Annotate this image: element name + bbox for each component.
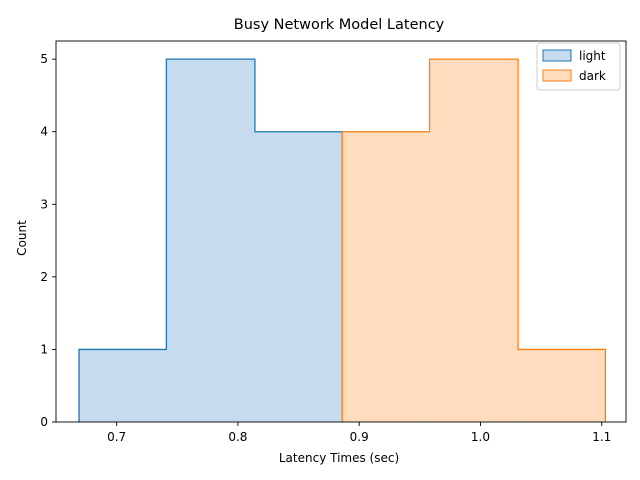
x-tick-label: 0.7 <box>107 430 126 444</box>
axes-layer: 0.7 0.8 0.9 1.0 1.1 0 1 2 3 4 5 <box>40 40 627 444</box>
legend-swatch-light <box>542 49 572 62</box>
y-tick-label: 1 <box>40 342 48 356</box>
bar-light-0 <box>79 349 167 422</box>
x-tick-label: 0.8 <box>228 430 247 444</box>
bar-dark-2 <box>518 349 606 422</box>
y-tick-label: 3 <box>40 197 48 211</box>
x-axis-label: Latency Times (sec) <box>279 451 399 465</box>
legend-label-light: light <box>579 49 606 63</box>
x-tick-label: 0.9 <box>350 430 369 444</box>
y-tick-label: 4 <box>40 125 48 139</box>
y-axis-label: Count <box>15 220 29 256</box>
x-tick-label: 1.1 <box>592 430 611 444</box>
legend: light dark <box>536 42 621 91</box>
series-light <box>78 58 343 423</box>
bar-dark-1 <box>429 59 519 423</box>
series-layer <box>78 58 607 423</box>
legend-label-dark: dark <box>579 69 606 83</box>
y-tick-label: 5 <box>40 52 48 66</box>
legend-swatch-dark <box>542 69 572 82</box>
plot-frame <box>55 40 627 423</box>
y-tick-label: 0 <box>40 415 48 429</box>
chart-title: Busy Network Model Latency <box>234 17 445 33</box>
bar-light-1 <box>166 59 255 423</box>
series-dark <box>341 58 607 423</box>
step-outline-dark <box>341 58 607 422</box>
bar-dark-0 <box>342 131 430 422</box>
x-tick-label: 1.0 <box>471 430 490 444</box>
step-outline-light <box>78 58 343 422</box>
y-tick-label: 2 <box>40 270 48 284</box>
bar-light-2 <box>254 131 343 422</box>
